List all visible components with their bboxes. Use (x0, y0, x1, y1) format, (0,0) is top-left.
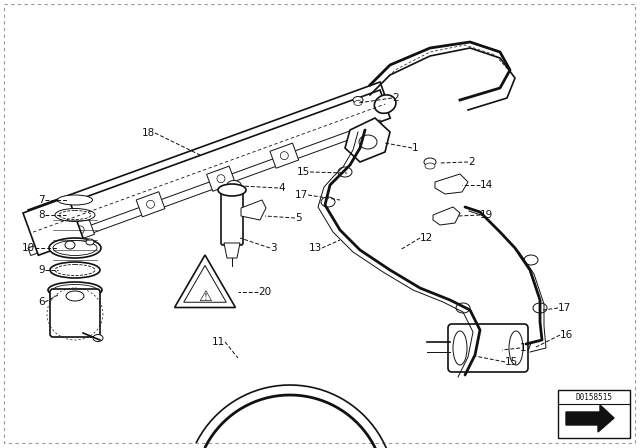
Ellipse shape (50, 262, 100, 278)
Ellipse shape (227, 181, 241, 190)
FancyBboxPatch shape (221, 186, 243, 245)
Text: 16: 16 (560, 330, 573, 340)
Polygon shape (28, 120, 383, 255)
Ellipse shape (147, 200, 154, 208)
Text: 1: 1 (412, 143, 419, 153)
Ellipse shape (353, 96, 363, 103)
Ellipse shape (65, 241, 75, 249)
Text: 17: 17 (520, 343, 533, 353)
Ellipse shape (217, 175, 225, 183)
Ellipse shape (456, 303, 470, 313)
Ellipse shape (374, 95, 396, 113)
Text: 8: 8 (38, 210, 45, 220)
Text: 15: 15 (505, 357, 518, 367)
FancyBboxPatch shape (50, 289, 100, 337)
Ellipse shape (55, 208, 95, 221)
Polygon shape (345, 118, 390, 162)
Text: 2: 2 (468, 157, 475, 167)
Text: 7: 7 (38, 195, 45, 205)
Ellipse shape (338, 167, 352, 177)
Ellipse shape (524, 255, 538, 265)
Text: 4: 4 (278, 183, 285, 193)
Polygon shape (28, 90, 390, 246)
Polygon shape (566, 405, 614, 432)
Text: 11: 11 (212, 337, 225, 347)
Polygon shape (66, 217, 95, 242)
Ellipse shape (76, 226, 84, 234)
Ellipse shape (86, 239, 94, 245)
Polygon shape (241, 200, 266, 220)
Ellipse shape (48, 282, 102, 298)
Ellipse shape (66, 291, 84, 301)
FancyBboxPatch shape (448, 324, 528, 372)
Ellipse shape (58, 195, 93, 205)
Text: ⚠: ⚠ (198, 289, 212, 303)
Text: 6: 6 (38, 297, 45, 307)
Text: 14: 14 (480, 180, 493, 190)
Ellipse shape (533, 303, 547, 313)
Text: 2: 2 (392, 93, 399, 103)
Polygon shape (175, 255, 236, 307)
Ellipse shape (466, 329, 480, 339)
Text: 18: 18 (141, 128, 155, 138)
Ellipse shape (218, 184, 246, 196)
FancyBboxPatch shape (558, 390, 630, 438)
Polygon shape (270, 143, 299, 168)
Text: 15: 15 (297, 167, 310, 177)
Ellipse shape (93, 335, 103, 341)
Text: 5: 5 (295, 213, 301, 223)
Text: 17: 17 (558, 303, 572, 313)
Polygon shape (224, 243, 240, 258)
Text: 19: 19 (480, 210, 493, 220)
Text: 3: 3 (270, 243, 276, 253)
Ellipse shape (354, 100, 362, 105)
Polygon shape (207, 166, 236, 191)
Text: 20: 20 (258, 287, 271, 297)
Text: 17: 17 (295, 190, 308, 200)
Ellipse shape (49, 238, 101, 258)
Text: 13: 13 (308, 243, 322, 253)
Polygon shape (435, 174, 468, 194)
Text: 12: 12 (420, 233, 433, 243)
Polygon shape (433, 207, 460, 225)
Text: 10: 10 (22, 243, 35, 253)
Ellipse shape (321, 197, 335, 207)
Ellipse shape (280, 152, 288, 159)
Polygon shape (28, 82, 385, 223)
Ellipse shape (425, 163, 435, 169)
Text: 9: 9 (38, 265, 45, 275)
Ellipse shape (424, 158, 436, 166)
Polygon shape (23, 197, 83, 255)
Text: D0158515: D0158515 (575, 392, 612, 401)
Polygon shape (136, 192, 165, 217)
